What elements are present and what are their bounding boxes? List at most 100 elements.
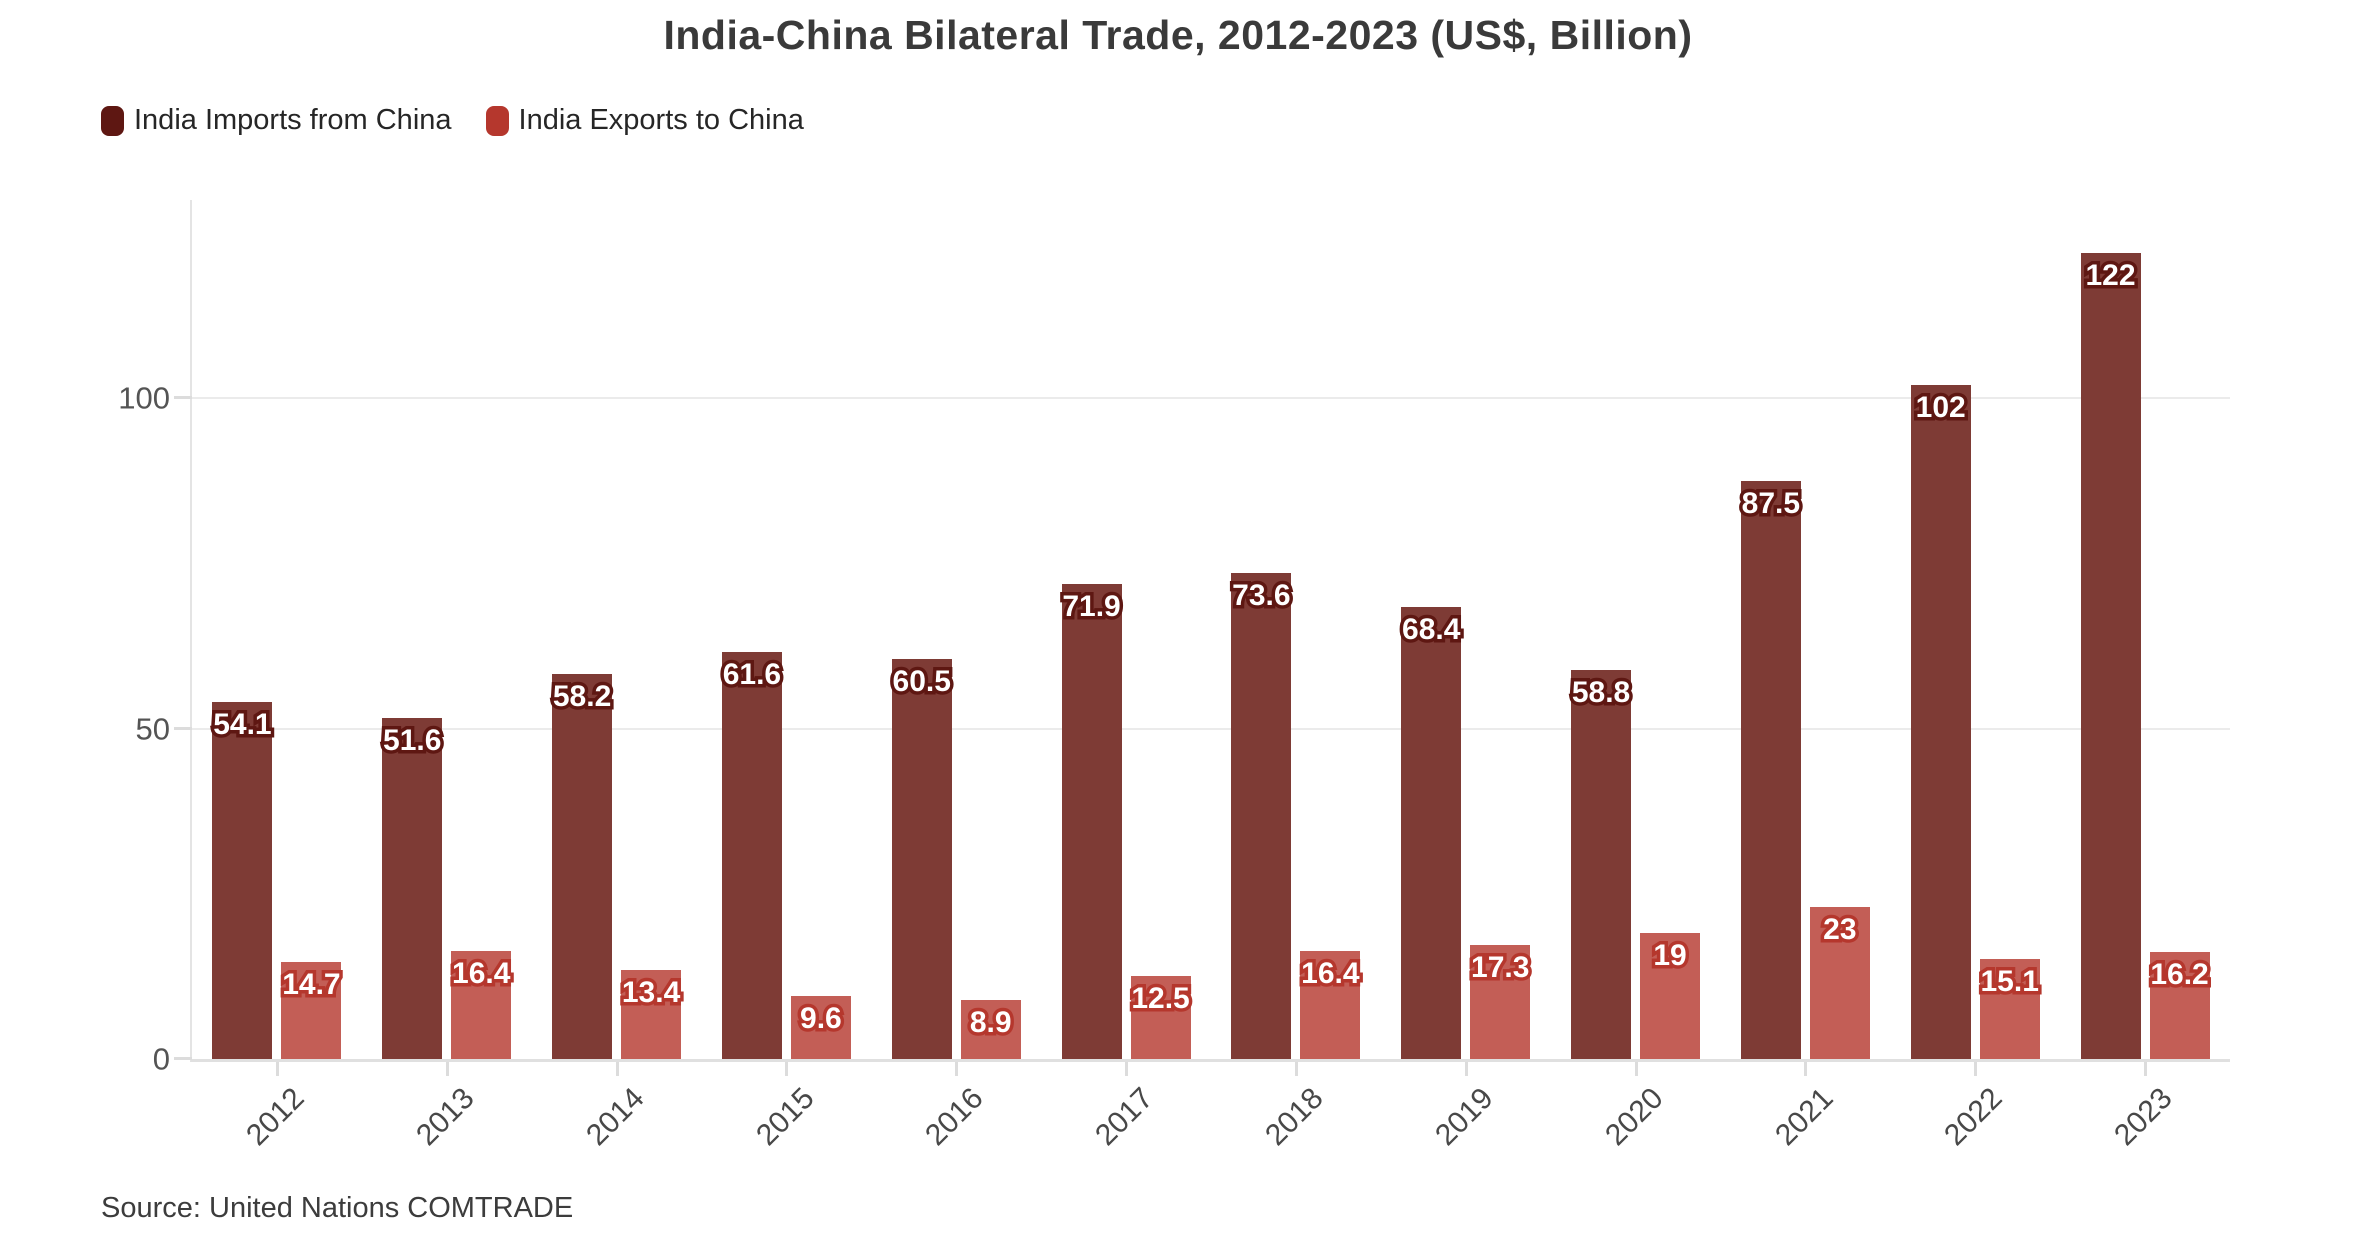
gridline-100 bbox=[192, 397, 2230, 400]
legend-label-exports: India Exports to China bbox=[518, 104, 804, 136]
bar-exports-2022: 15.1 bbox=[1979, 959, 2040, 1059]
bar-exports-2021: 23 bbox=[1809, 907, 1870, 1059]
value-label: 15.1 bbox=[1980, 965, 2039, 998]
value-label: 73.6 bbox=[1232, 579, 1291, 612]
y-axis-tick-50 bbox=[174, 726, 192, 730]
source-note: Source: United Nations COMTRADE bbox=[101, 1192, 574, 1224]
value-label: 60.5 bbox=[893, 665, 952, 698]
x-axis-tick-2019 bbox=[1464, 1062, 1468, 1076]
bar-exports-2012: 14.7 bbox=[281, 961, 342, 1059]
x-axis-label-2016: 2016 bbox=[919, 1081, 991, 1153]
bar-imports-2023: 122 bbox=[2080, 252, 2141, 1059]
y-axis-label-0: 0 bbox=[152, 1041, 170, 1077]
bar-imports-2021: 87.5 bbox=[1740, 480, 1801, 1059]
x-axis-tick-2017 bbox=[1125, 1062, 1129, 1076]
value-label: 102 bbox=[1916, 391, 1966, 424]
bar-group-2021: 87.5 23 2021 bbox=[1720, 200, 1890, 1152]
value-label: 71.9 bbox=[1062, 590, 1121, 623]
bar-imports-2013: 51.6 bbox=[382, 718, 443, 1059]
bar-group-2016: 60.5 8.9 2016 bbox=[871, 200, 1041, 1152]
plot-area: 0 50 100 54.1 14.7 2012 51.6 16.4 2013 58.2 13.4 20… bbox=[118, 200, 2230, 1152]
value-label: 23 bbox=[1823, 913, 1857, 946]
value-label: 51.6 bbox=[383, 724, 442, 757]
x-axis-label-2013: 2013 bbox=[410, 1081, 481, 1153]
chart-title: India-China Bilateral Trade, 2012-2023 (… bbox=[663, 12, 1693, 58]
x-axis-label-2017: 2017 bbox=[1089, 1081, 1160, 1153]
x-axis-tick-2014 bbox=[615, 1062, 619, 1076]
bar-exports-2016: 8.9 bbox=[960, 1000, 1021, 1059]
x-axis-label-2020: 2020 bbox=[1598, 1081, 1670, 1153]
bar-group-2017: 71.9 12.5 2017 bbox=[1041, 200, 1211, 1152]
value-label: 58.2 bbox=[553, 680, 612, 713]
value-label: 16.4 bbox=[452, 957, 511, 990]
bar-imports-2019: 68.4 bbox=[1401, 607, 1462, 1059]
value-label: 9.6 bbox=[800, 1002, 842, 1035]
x-axis-label-2021: 2021 bbox=[1768, 1081, 1840, 1153]
bar-imports-2022: 102 bbox=[1910, 385, 1971, 1059]
bar-imports-2016: 60.5 bbox=[891, 659, 952, 1059]
value-label: 8.9 bbox=[970, 1006, 1012, 1039]
bar-group-2020: 58.8 19 2020 bbox=[1551, 200, 1721, 1152]
bar-exports-2018: 16.4 bbox=[1300, 950, 1361, 1059]
bar-imports-2020: 58.8 bbox=[1571, 670, 1632, 1059]
legend: India Imports from China India Exports t… bbox=[101, 104, 804, 137]
bar-groups: 54.1 14.7 2012 51.6 16.4 2013 58.2 13.4 2014 61.6… bbox=[192, 200, 2230, 1152]
x-axis-label-2018: 2018 bbox=[1259, 1081, 1330, 1153]
bar-group-2018: 73.6 16.4 2018 bbox=[1211, 200, 1381, 1152]
value-label: 12.5 bbox=[1131, 982, 1190, 1015]
imports-swatch-icon bbox=[101, 105, 124, 136]
bar-exports-2020: 19 bbox=[1640, 933, 1701, 1059]
x-axis-tick-2015 bbox=[785, 1062, 789, 1076]
x-axis-label-2015: 2015 bbox=[749, 1081, 821, 1153]
bar-group-2022: 102 15.1 2022 bbox=[1890, 200, 2060, 1152]
x-axis-tick-2022 bbox=[1974, 1062, 1978, 1076]
bar-group-2014: 58.2 13.4 2014 bbox=[532, 200, 702, 1152]
x-axis-tick-2021 bbox=[1804, 1062, 1808, 1076]
exports-swatch-icon bbox=[485, 105, 509, 136]
value-label: 68.4 bbox=[1402, 613, 1461, 646]
x-axis-tick-2012 bbox=[275, 1062, 279, 1076]
y-axis-label-50: 50 bbox=[135, 711, 170, 747]
x-axis-tick-2018 bbox=[1294, 1062, 1298, 1076]
value-label: 54.1 bbox=[213, 708, 272, 741]
value-label: 19 bbox=[1653, 939, 1687, 972]
bar-exports-2023: 16.2 bbox=[2149, 951, 2210, 1059]
value-label: 16.4 bbox=[1301, 957, 1360, 990]
bar-exports-2017: 12.5 bbox=[1130, 976, 1191, 1059]
x-axis-label-2014: 2014 bbox=[579, 1081, 651, 1153]
x-axis-tick-2016 bbox=[955, 1062, 959, 1076]
value-label: 13.4 bbox=[622, 976, 681, 1009]
value-label: 122 bbox=[2085, 259, 2135, 292]
bar-imports-2012: 54.1 bbox=[212, 701, 273, 1059]
value-label: 61.6 bbox=[723, 658, 782, 691]
x-axis-label-2023: 2023 bbox=[2108, 1081, 2179, 1153]
legend-item-exports: India Exports to China bbox=[485, 104, 804, 137]
legend-item-imports: India Imports from China bbox=[101, 104, 452, 137]
value-label: 87.5 bbox=[1742, 487, 1801, 520]
bar-imports-2018: 73.6 bbox=[1231, 572, 1292, 1059]
bar-group-2013: 51.6 16.4 2013 bbox=[362, 200, 532, 1152]
bar-exports-2014: 13.4 bbox=[621, 970, 682, 1059]
value-label: 58.8 bbox=[1572, 676, 1631, 709]
x-axis-label-2022: 2022 bbox=[1938, 1081, 2010, 1153]
bar-exports-2015: 9.6 bbox=[790, 995, 851, 1059]
bar-imports-2014: 58.2 bbox=[552, 674, 613, 1059]
x-axis-tick-2020 bbox=[1634, 1062, 1638, 1076]
x-axis-label-2019: 2019 bbox=[1429, 1081, 1500, 1153]
x-axis-tick-2023 bbox=[2144, 1062, 2148, 1076]
bar-group-2023: 122 16.2 2023 bbox=[2060, 200, 2230, 1152]
gridline-50 bbox=[192, 727, 2230, 730]
value-label: 17.3 bbox=[1471, 951, 1530, 984]
y-axis-tick-0 bbox=[174, 1057, 192, 1060]
legend-label-imports: India Imports from China bbox=[134, 104, 452, 136]
x-axis-label-2012: 2012 bbox=[240, 1081, 311, 1153]
bar-imports-2017: 71.9 bbox=[1061, 583, 1122, 1059]
y-axis-tick-100 bbox=[174, 396, 192, 400]
bar-exports-2019: 17.3 bbox=[1470, 944, 1531, 1059]
bar-group-2019: 68.4 17.3 2019 bbox=[1381, 200, 1551, 1152]
bar-group-2015: 61.6 9.6 2015 bbox=[701, 200, 871, 1152]
value-label: 16.2 bbox=[2150, 958, 2209, 991]
bar-exports-2013: 16.4 bbox=[451, 950, 512, 1059]
x-axis-tick-2013 bbox=[445, 1062, 449, 1076]
